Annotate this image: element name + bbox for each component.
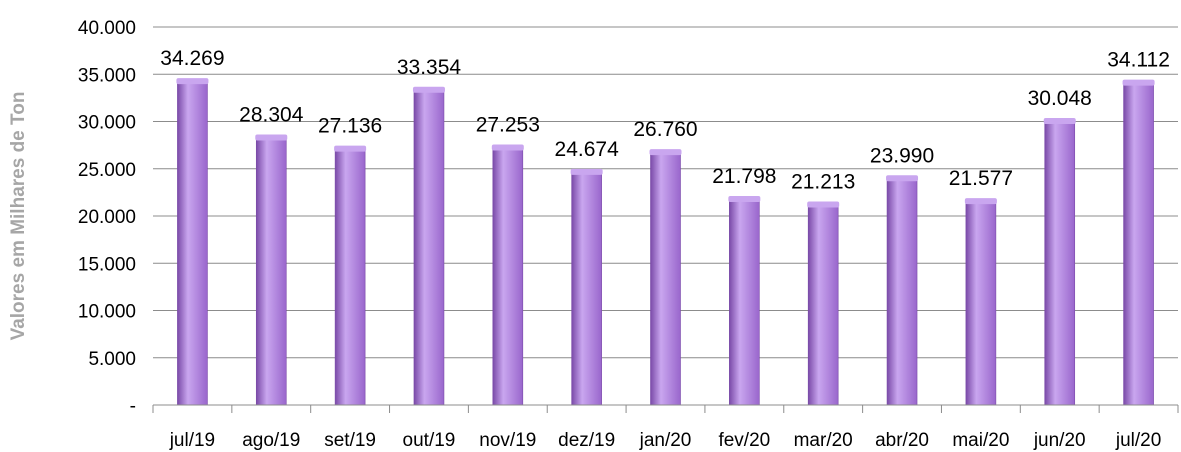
bar-cap [176,78,209,85]
x-tick-label: nov/19 [479,430,536,451]
data-label: 21.798 [712,165,776,188]
x-tick-label: dez/19 [558,430,615,451]
bar-cap [886,175,919,182]
data-label: 27.253 [476,113,540,136]
x-tick-label: ago/19 [242,430,300,451]
bar [412,86,445,406]
data-label: 23.990 [870,144,934,167]
bar [649,149,682,406]
data-label: 24.674 [555,138,620,161]
x-tick-label: jul/19 [169,430,215,451]
bar-body [255,137,287,406]
bar-cap [334,145,367,152]
bar-body [177,80,208,406]
bar-cap [491,144,524,151]
bar-cap [1122,79,1155,86]
x-tick-label: mai/20 [952,430,1009,451]
bar-body [886,177,918,406]
bar-cap [964,198,997,205]
data-label: 21.577 [949,167,1013,190]
bar [176,78,209,406]
x-tick-label: jun/20 [1033,430,1086,451]
bar [255,134,288,406]
bar [1122,79,1155,406]
bars [176,78,1155,406]
bar-body [413,89,445,406]
data-label: 30.048 [1028,87,1092,110]
x-tick-label: jan/20 [639,430,692,451]
bar [491,144,524,406]
bar [570,168,603,406]
bar-body [965,200,997,406]
bar-cap [1043,118,1076,125]
bar-cap [570,168,603,175]
bar-cap [255,134,288,141]
y-tick-label: - [130,396,136,417]
y-axis-title: Valores em Milhares de Ton [8,92,29,341]
y-tick-label: 40.000 [78,18,136,39]
bar-body [729,198,760,406]
y-tick-label: 35.000 [78,65,136,86]
bar-body [650,151,681,406]
x-tick-label: fev/20 [718,430,770,451]
x-tick-label: jul/20 [1115,430,1161,451]
bar-body [1044,120,1076,406]
x-tick-label: mar/20 [794,430,853,451]
y-tick-label: 25.000 [78,160,136,181]
data-label: 34.112 [1107,49,1170,72]
data-label: 28.304 [239,104,304,127]
y-tick-label: 15.000 [78,254,136,275]
y-tick-label: 20.000 [78,207,136,228]
bar-cap [728,196,761,203]
data-labels: 34.269 28.304 27.136 33.354 27.253 24.674 26.7… [160,47,1170,193]
bar [807,201,840,406]
bar-body [1123,82,1154,406]
bar-body [492,147,524,406]
x-tick-label: out/19 [403,430,456,451]
bar [964,198,997,406]
x-tick-label: abr/20 [875,430,929,451]
bar [1043,118,1076,406]
bar-body [807,204,839,406]
bar-cap [412,86,445,93]
bar-cap [649,149,682,156]
y-axis-tick-labels: - 5.000 10.000 15.000 20.000 25.000 30.000 35.0… [78,18,136,417]
bar [886,175,919,406]
y-tick-label: 30.000 [78,113,136,134]
x-tick-label: set/19 [324,430,376,451]
data-label: 21.213 [791,171,855,194]
bar-body [334,148,366,406]
bar [728,196,761,406]
data-label: 26.760 [633,118,697,141]
bar [334,145,367,406]
y-tick-label: 10.000 [78,302,136,323]
data-label: 33.354 [397,56,462,79]
bar-body [571,171,602,406]
data-label: 27.136 [318,115,382,138]
data-label: 34.269 [160,47,224,70]
bar-cap [807,201,840,208]
x-axis: jul/19 ago/19 set/19 out/19 nov/19 dez/19 jan/… [152,404,1179,451]
y-tick-label: 5.000 [88,349,136,370]
